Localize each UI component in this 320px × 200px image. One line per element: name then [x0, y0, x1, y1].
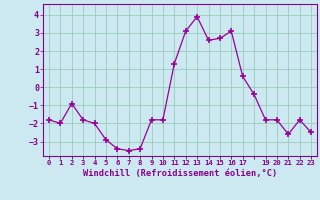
X-axis label: Windchill (Refroidissement éolien,°C): Windchill (Refroidissement éolien,°C): [83, 169, 277, 178]
